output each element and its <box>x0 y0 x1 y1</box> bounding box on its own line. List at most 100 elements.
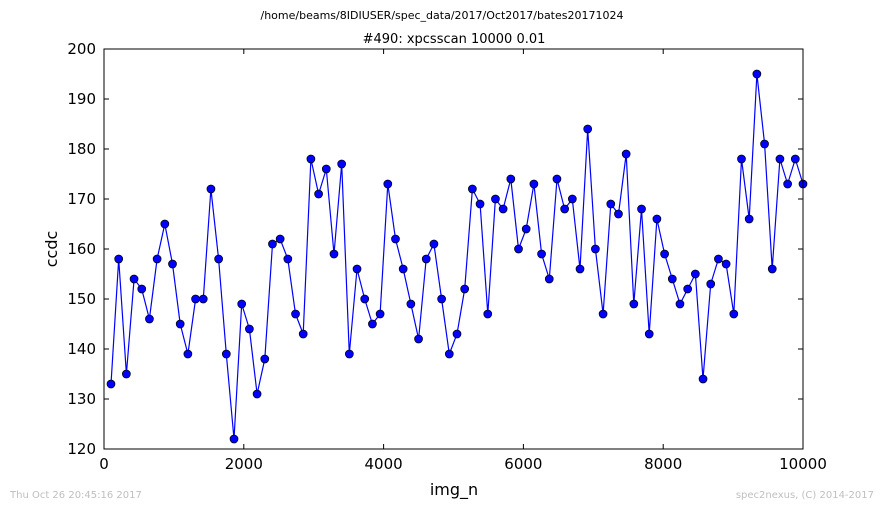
y-tick-label: 160 <box>67 240 96 258</box>
data-point <box>306 154 316 164</box>
data-point <box>352 264 362 274</box>
x-tick-label: 4000 <box>365 455 403 473</box>
data-point <box>591 244 600 254</box>
data-point <box>598 309 608 319</box>
data-point <box>660 249 669 259</box>
data-point <box>137 284 147 294</box>
data-point <box>698 374 708 384</box>
data-point <box>398 264 408 274</box>
footer-timestamp: Thu Oct 26 20:45:16 2017 <box>10 490 142 501</box>
data-point <box>560 204 569 214</box>
y-tick-label: 120 <box>67 440 96 458</box>
data-point <box>737 154 746 164</box>
data-point <box>344 349 354 359</box>
data-point <box>460 284 470 294</box>
data-point <box>283 254 293 264</box>
data-point <box>191 294 200 304</box>
x-axis-label: img_n <box>430 480 478 500</box>
data-point <box>444 349 454 359</box>
data-point <box>606 199 616 209</box>
y-tick-label: 170 <box>67 190 96 208</box>
data-point <box>106 379 116 389</box>
data-point <box>614 209 623 219</box>
data-point <box>552 174 562 184</box>
data-point <box>452 329 462 339</box>
y-tick-label: 190 <box>67 90 96 108</box>
data-point <box>198 294 208 304</box>
data-point <box>114 254 124 264</box>
data-point <box>775 154 785 164</box>
data-point <box>175 319 185 329</box>
data-point <box>629 299 639 309</box>
data-point <box>360 294 370 304</box>
data-point <box>145 314 154 324</box>
x-tick-label: 0 <box>99 455 109 473</box>
data-point <box>414 334 423 344</box>
data-point <box>714 254 723 264</box>
data-point <box>229 434 239 444</box>
data-point <box>275 234 285 244</box>
data-point <box>429 239 439 249</box>
data-point <box>706 279 716 289</box>
data-point <box>268 239 277 249</box>
x-tick-label: 10000 <box>779 455 827 473</box>
data-point <box>337 159 347 169</box>
data-point <box>644 329 654 339</box>
data-point <box>252 389 262 399</box>
data-point <box>567 194 577 204</box>
data-point <box>214 254 223 264</box>
data-point <box>421 254 431 264</box>
data-point <box>160 219 170 229</box>
data-point <box>760 139 769 149</box>
footer-credit: spec2nexus, (C) 2014-2017 <box>735 490 874 501</box>
data-point <box>152 254 162 264</box>
data-point <box>383 179 393 189</box>
data-point <box>729 309 739 319</box>
data-point <box>321 164 331 174</box>
y-tick-label: 150 <box>67 290 96 308</box>
data-point <box>675 299 685 309</box>
data-point <box>245 324 254 334</box>
data-point <box>291 309 300 319</box>
data-point <box>652 214 662 224</box>
data-point <box>375 309 385 319</box>
data-point <box>206 184 216 194</box>
data-point <box>468 184 477 194</box>
data-point <box>129 274 139 284</box>
data-point <box>221 349 231 359</box>
plot-frame <box>103 48 804 450</box>
data-point <box>721 259 731 269</box>
data-point <box>506 174 516 184</box>
data-point <box>168 259 177 269</box>
data-point <box>260 354 270 364</box>
x-tick-label: 6000 <box>504 455 542 473</box>
file-path: /home/beams/8IDIUSER/spec_data/2017/Oct2… <box>260 9 624 22</box>
y-tick-label: 200 <box>67 40 96 58</box>
data-point <box>183 349 193 359</box>
data-point <box>475 199 485 209</box>
chart-title: #490: xpcsscan 10000 0.01 <box>363 32 546 47</box>
y-tick-label: 130 <box>67 390 96 408</box>
data-point <box>368 319 377 329</box>
data-series <box>106 69 808 444</box>
data-point <box>544 274 554 284</box>
y-tick-label: 180 <box>67 140 96 158</box>
data-point <box>491 194 500 204</box>
data-point <box>767 264 777 274</box>
data-point <box>575 264 585 274</box>
x-tick-label: 2000 <box>225 455 263 473</box>
data-point <box>437 294 446 304</box>
data-point <box>298 329 308 339</box>
data-point <box>329 249 339 259</box>
data-point <box>667 274 677 284</box>
data-point <box>583 124 593 134</box>
data-point <box>637 204 646 214</box>
data-point <box>498 204 508 214</box>
data-point <box>529 179 539 189</box>
axis-ticks: 0 2000 4000 6000 8000 10000 120 130 140 150 160 170… <box>67 40 827 473</box>
data-point <box>790 154 800 164</box>
data-point <box>391 234 400 244</box>
y-tick-label: 140 <box>67 340 96 358</box>
data-point <box>691 269 700 279</box>
